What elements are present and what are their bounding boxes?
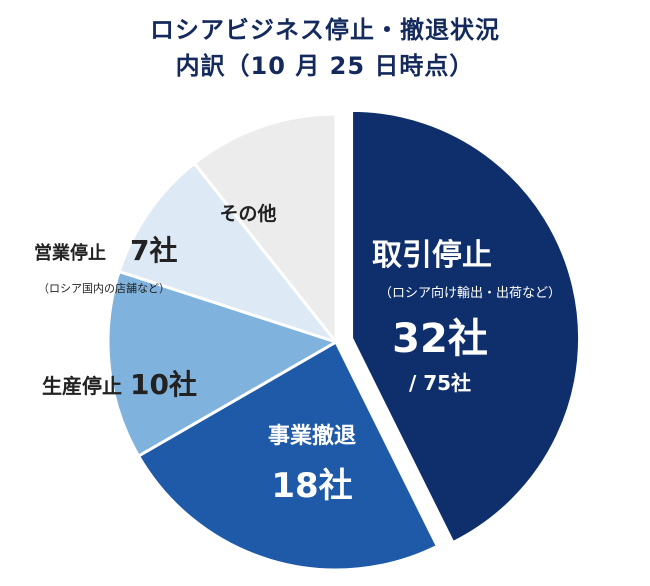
slice-production-stop (106, 269, 340, 459)
chart-subtitle: 内訳（10 月 25 日時点） (175, 52, 475, 80)
slice-label-transaction-stop: 取引停止 (372, 238, 492, 273)
total-count-label: / 75社 (409, 371, 471, 395)
chart-title: ロシアビジネス停止・撤退状況 (150, 16, 500, 44)
slice-other (192, 112, 338, 347)
slice-value-sales-stop: 7社 (130, 234, 177, 267)
slice-note-transaction-stop: （ロシア向け輸出・出荷など） (379, 285, 561, 301)
slice-transaction-stop (350, 108, 582, 545)
slice-note-sales-stop: （ロシア国内の店舗など） (38, 281, 170, 295)
slice-label-business-withdrawal: 事業撤退 (268, 423, 356, 449)
slice-label-production-stop: 生産停止 (42, 374, 122, 398)
slice-value-business-withdrawal: 18社 (271, 466, 352, 506)
slice-value-transaction-stop: 32社 (392, 316, 488, 362)
slice-value-production-stop: 10社 (130, 368, 197, 401)
slice-business-withdrawal (136, 339, 440, 572)
slice-label-other: その他 (219, 202, 276, 225)
slice-label-sales-stop: 営業停止 (34, 242, 106, 264)
slice-sales-stop (117, 161, 341, 345)
